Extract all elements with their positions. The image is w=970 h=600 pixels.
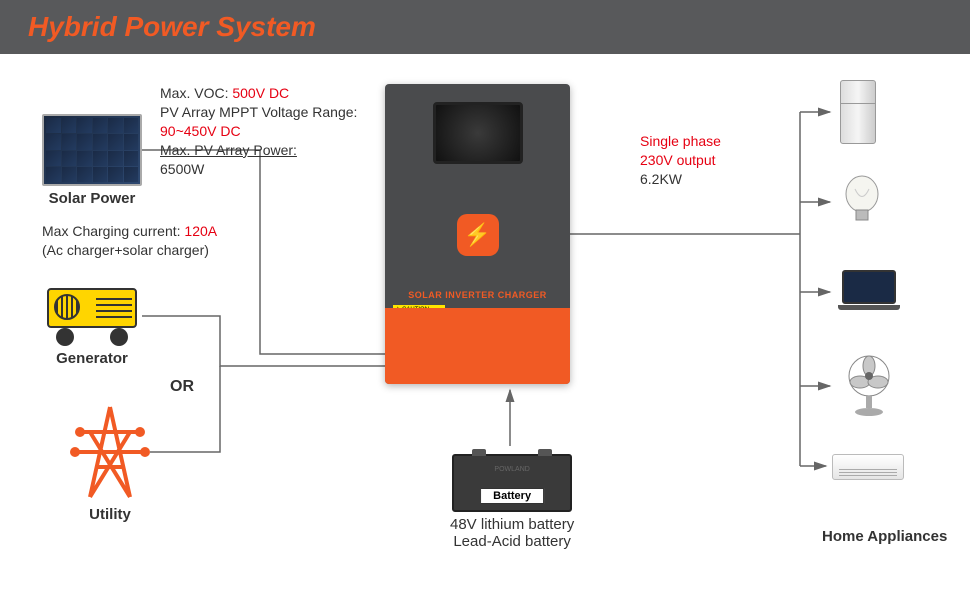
- chg-note: (Ac charger+solar charger): [42, 241, 217, 260]
- air-conditioner-icon: [832, 454, 904, 480]
- header-bar: Hybrid Power System: [0, 0, 970, 54]
- generator-node: Generator: [42, 282, 142, 367]
- battery-label: 48V lithium battery Lead-Acid battery: [450, 516, 574, 550]
- utility-tower-icon: [70, 402, 150, 502]
- solar-power-node: Solar Power: [42, 114, 142, 207]
- lightbulb-icon: [840, 174, 884, 228]
- voc-value: 500V DC: [232, 85, 289, 101]
- inverter-brand: SOLAR INVERTER CHARGER: [385, 290, 570, 300]
- chg-value: 120A: [184, 223, 217, 239]
- fan-icon: [840, 354, 898, 418]
- page-title: Hybrid Power System: [28, 11, 316, 43]
- utility-node: Utility: [70, 402, 150, 523]
- laptop-icon: [838, 270, 900, 312]
- pv-specs: Max. VOC: 500V DC PV Array MPPT Voltage …: [160, 84, 357, 178]
- inverter-display: [433, 102, 523, 164]
- generator-label: Generator: [56, 350, 128, 367]
- or-text: OR: [170, 378, 194, 396]
- bolt-icon: ⚡: [457, 214, 499, 256]
- appliances-label: Home Appliances: [822, 528, 947, 545]
- generator-icon: [42, 282, 142, 346]
- diagram-canvas: Solar Power Max. VOC: 500V DC PV Array M…: [0, 54, 970, 600]
- output-specs: Single phase 230V output 6.2KW: [640, 132, 721, 189]
- battery-node: POWLAND Battery 48V lithium battery Lead…: [450, 454, 574, 550]
- out-power: 6.2KW: [640, 170, 721, 189]
- pvpower-value: 6500W: [160, 160, 357, 179]
- fridge-icon: [840, 80, 876, 144]
- mppt-value: 90~450V DC: [160, 122, 357, 141]
- solar-label: Solar Power: [49, 190, 136, 207]
- appliance-ac: [832, 454, 904, 480]
- battery-tag: Battery: [480, 488, 544, 504]
- mppt-label: PV Array MPPT Voltage Range:: [160, 103, 357, 122]
- utility-label: Utility: [89, 506, 131, 523]
- battery-icon: POWLAND Battery: [452, 454, 572, 512]
- charging-specs: Max Charging current: 120A (Ac charger+s…: [42, 222, 217, 260]
- chg-label: Max Charging current:: [42, 223, 181, 239]
- appliance-bulb: [840, 174, 884, 228]
- solar-panel-icon: [42, 114, 142, 186]
- appliance-fan: [840, 354, 898, 418]
- out-line2: 230V output: [640, 151, 721, 170]
- inverter-node: ⚡ SOLAR INVERTER CHARGER ⚠ CAUTION: [385, 84, 570, 384]
- appliance-fridge: [840, 80, 876, 144]
- inverter-icon: ⚡ SOLAR INVERTER CHARGER ⚠ CAUTION: [385, 84, 570, 384]
- appliance-laptop: [838, 270, 900, 312]
- voc-label: Max. VOC:: [160, 85, 228, 101]
- pvpower-label: Max. PV Array Power:: [160, 142, 297, 158]
- out-line1: Single phase: [640, 132, 721, 151]
